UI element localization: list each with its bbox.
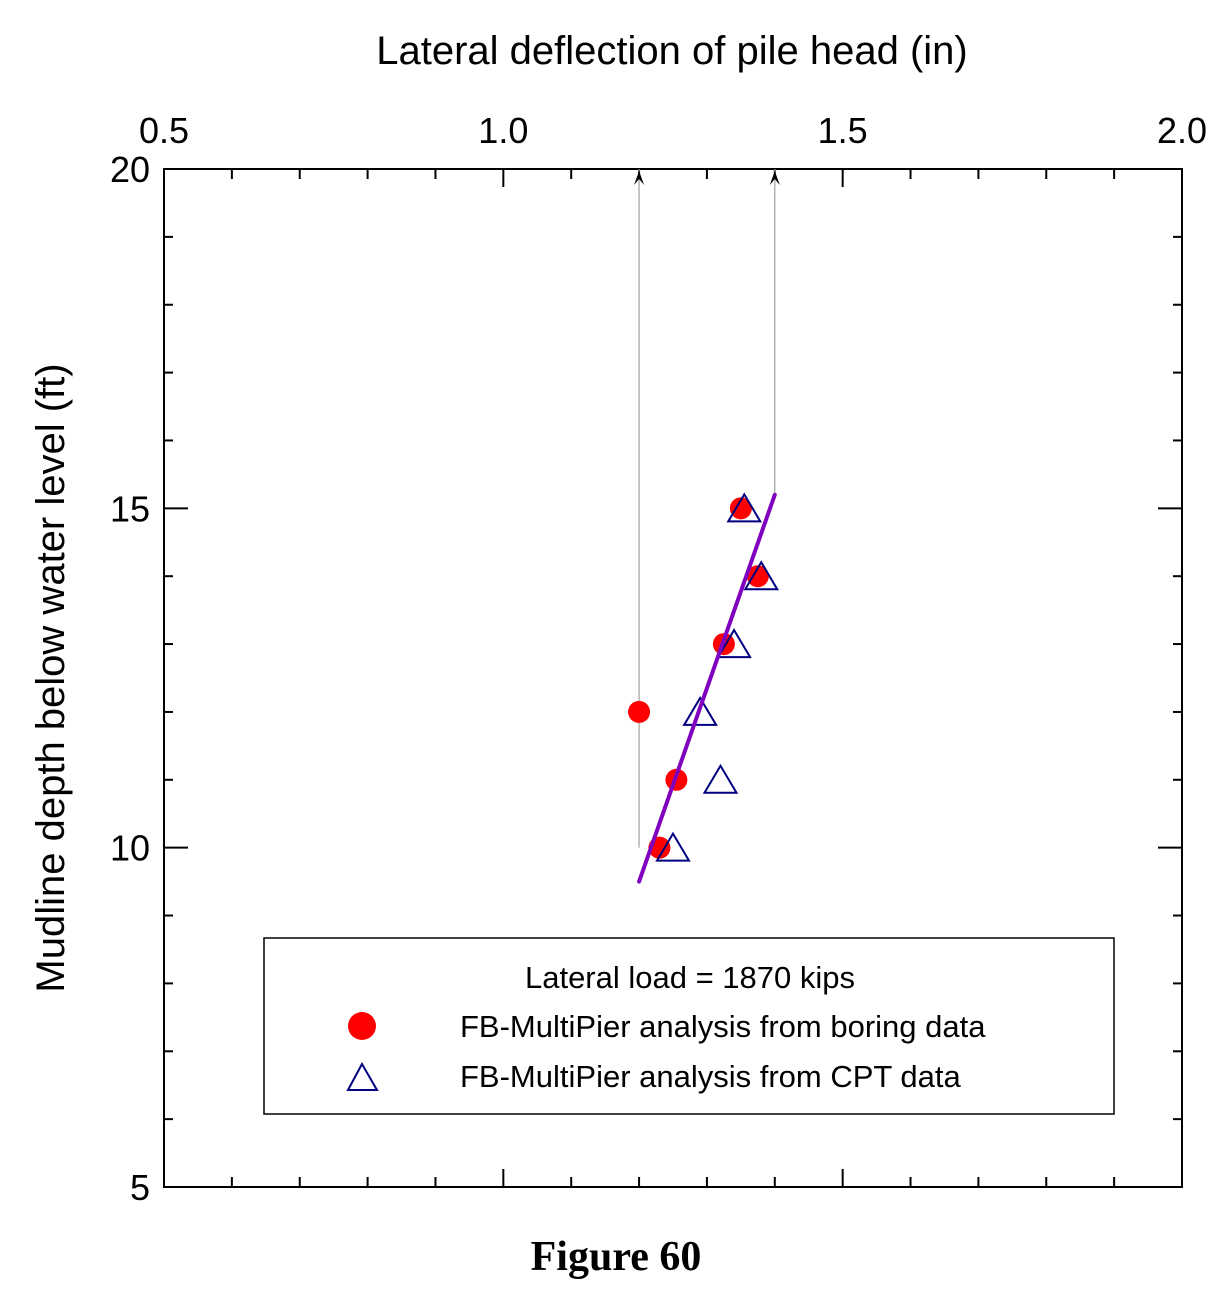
cpt-data-point [702, 763, 739, 794]
cpt-data-point [743, 560, 779, 591]
boring-data-point [746, 565, 769, 588]
legend-marker-boring [348, 1012, 376, 1040]
y-tick-label: 5 [130, 1167, 150, 1208]
boring-data-point [729, 497, 752, 520]
arrow-up-icon [634, 171, 645, 185]
legend-marker-cpt [346, 1061, 379, 1091]
cpt-data-point [682, 695, 718, 726]
y-tick-label: 10 [110, 828, 150, 869]
x-tick-label: 0.5 [139, 110, 189, 151]
legend-title: Lateral load = 1870 kips [525, 960, 855, 995]
figure-caption: Figure 60 [531, 1234, 702, 1280]
boring-data-point [628, 700, 651, 723]
cpt-data-point [655, 831, 691, 862]
y-axis-label: Mudline depth below water level (ft) [29, 363, 73, 992]
trend-line [637, 492, 777, 884]
plot-frame [163, 168, 1183, 1188]
cpt-data-point [716, 628, 752, 659]
legend: Lateral load = 1870 kips FB-MultiPier an… [263, 937, 1115, 1115]
x-tick-label: 2.0 [1157, 110, 1207, 151]
y-tick-label: 20 [110, 149, 150, 190]
y-tick-label: 15 [110, 488, 150, 529]
x-tick-label: 1.5 [818, 110, 868, 151]
arrow-up-icon [769, 171, 780, 185]
x-axis-label: Lateral deflection of pile head (in) [376, 29, 967, 73]
x-tick-label: 1.0 [478, 110, 528, 151]
legend-label-boring: FB-MultiPier analysis from boring data [460, 1009, 986, 1044]
legend-label-cpt: FB-MultiPier analysis from CPT data [460, 1059, 961, 1094]
cpt-data-point [726, 492, 763, 523]
